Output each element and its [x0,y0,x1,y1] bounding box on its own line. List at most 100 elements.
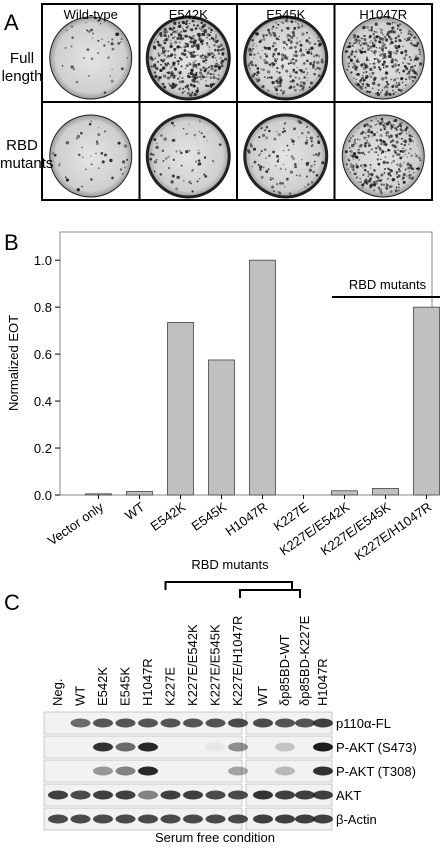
colony [369,164,372,166]
colony [418,48,421,51]
colony [289,72,292,75]
colony [109,75,111,77]
colony [361,41,364,45]
colony [407,75,412,79]
colony [190,28,194,32]
colony [306,59,309,63]
colony [349,165,353,168]
lane-label: WT [255,686,270,706]
colony [174,40,178,44]
colony [111,38,114,41]
colony [88,122,92,126]
colony [208,70,210,72]
colony [197,159,201,162]
colony [176,77,180,80]
colony [370,130,374,134]
colony [78,153,81,157]
colony [409,167,413,170]
colony [290,155,294,158]
blot-band [205,790,226,800]
colony [260,127,263,130]
colony [292,61,296,65]
colony [357,48,359,50]
colony [413,36,415,39]
colony [293,45,297,49]
colony [386,86,389,89]
colony [286,36,289,39]
blot-band [205,814,226,824]
colony [409,58,413,62]
colony [255,32,259,36]
colony [177,29,179,31]
colony [170,33,173,36]
colony [271,65,274,68]
colony [375,123,378,125]
colony [152,45,157,50]
colony [173,30,176,33]
colony [306,130,310,134]
colony [189,36,193,40]
colony [317,152,321,155]
colony [72,68,75,71]
colony [366,56,369,59]
colony [181,27,184,30]
colony [182,127,185,130]
colony [271,44,275,48]
colony [373,151,375,153]
colony [256,71,259,74]
colony [399,23,401,26]
colony [192,168,194,171]
colony [289,61,292,64]
colony [97,133,101,136]
colony [353,77,355,79]
colony [305,48,307,51]
colony [181,46,183,49]
colony [286,154,288,157]
colony [197,163,199,166]
colony [300,54,303,57]
colony [176,175,180,180]
colony [83,57,85,59]
colony [184,67,187,70]
colony [202,59,206,63]
colony [171,63,176,67]
colony [308,48,311,51]
colony [219,43,223,47]
colony [363,163,366,167]
lane-label: K227E [163,667,178,706]
colony [301,32,305,36]
colony [271,61,274,65]
colony [202,73,204,75]
colony [161,46,165,50]
colony [280,29,284,32]
colony [250,49,253,53]
colony [215,40,218,44]
colony [196,54,198,57]
colony [165,35,167,38]
colony [101,160,105,164]
blot-band [93,790,113,800]
colony [253,53,256,56]
colony [378,68,382,71]
colony [204,175,208,178]
colony [203,173,206,176]
footer: Serum free condition [155,830,275,845]
colony [266,77,269,79]
colony [394,91,397,94]
colony [397,174,401,178]
colony [367,180,371,183]
colony [385,151,387,153]
colony [292,54,296,57]
colony [365,65,369,69]
colony [163,85,167,89]
colony [201,25,205,29]
colony [201,54,205,57]
colony [294,54,298,58]
colony [177,63,180,65]
colony [364,131,367,135]
colony [186,84,190,88]
colony [126,57,129,59]
blot-band [115,790,136,800]
colony [275,62,277,65]
colony [181,91,184,94]
